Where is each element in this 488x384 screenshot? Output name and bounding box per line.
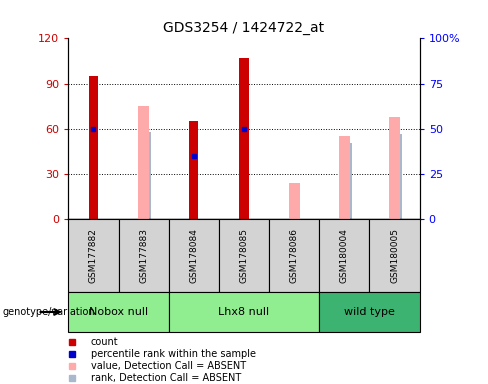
Text: Nobox null: Nobox null [89,307,148,317]
Bar [369,219,420,292]
Bar [169,292,319,332]
Text: Lhx8 null: Lhx8 null [219,307,269,317]
Bar [89,76,98,219]
Bar [219,219,269,292]
Bar [269,219,319,292]
Text: GSM178086: GSM178086 [290,228,299,283]
Text: wild type: wild type [344,307,395,317]
Bar [169,219,219,292]
Text: GSM177883: GSM177883 [139,228,148,283]
Text: rank, Detection Call = ABSENT: rank, Detection Call = ABSENT [91,373,241,383]
Bar [240,58,248,219]
Bar [289,183,300,219]
Text: GSM177882: GSM177882 [89,228,98,283]
Bar [389,117,400,219]
Bar [68,292,169,332]
Text: value, Detection Call = ABSENT: value, Detection Call = ABSENT [91,361,246,371]
Title: GDS3254 / 1424722_at: GDS3254 / 1424722_at [163,21,325,35]
Bar [140,132,151,219]
Text: genotype/variation: genotype/variation [2,307,95,317]
Bar [341,143,352,219]
Bar [119,219,169,292]
Bar [339,136,350,219]
Bar [319,292,420,332]
Text: GSM178084: GSM178084 [189,228,198,283]
Bar [189,121,198,219]
Text: GSM180005: GSM180005 [390,228,399,283]
Text: count: count [91,337,119,347]
Bar [138,106,149,219]
Bar [391,134,402,219]
Text: percentile rank within the sample: percentile rank within the sample [91,349,256,359]
Text: GSM180004: GSM180004 [340,228,349,283]
Bar [319,219,369,292]
Text: GSM178085: GSM178085 [240,228,248,283]
Bar [68,219,119,292]
